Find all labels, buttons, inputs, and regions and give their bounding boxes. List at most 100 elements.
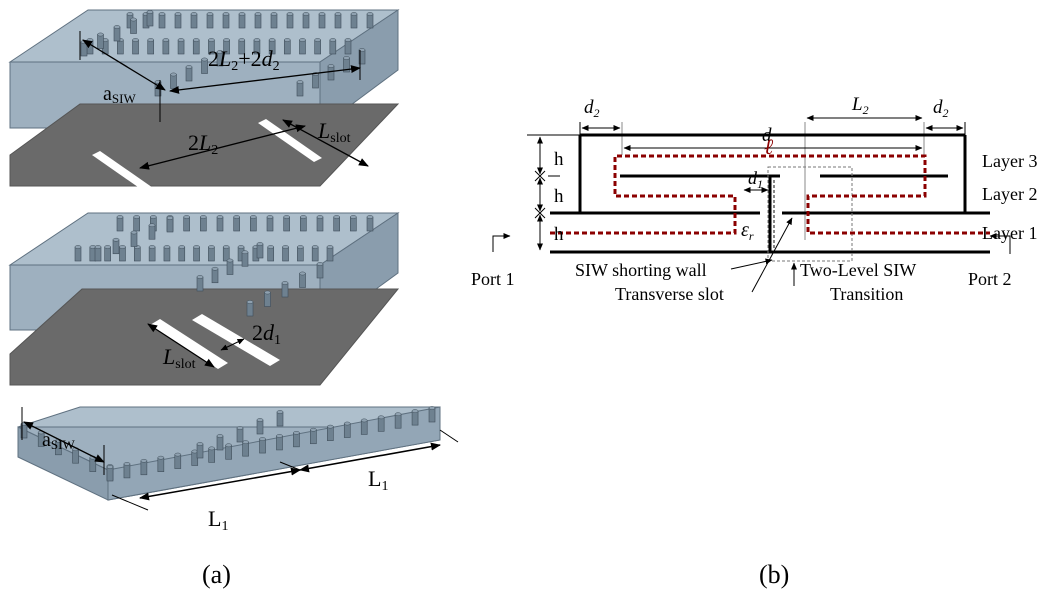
via [89, 455, 97, 472]
via [238, 12, 246, 29]
via [148, 223, 156, 240]
via [178, 245, 186, 262]
via [208, 38, 215, 55]
a-siw-label-bottom: aSIW [42, 429, 75, 452]
ell-label: ℓ [764, 134, 774, 159]
via [314, 38, 321, 55]
via [183, 215, 190, 232]
via [241, 250, 249, 267]
via [293, 430, 300, 448]
via [302, 12, 310, 29]
panel-b: d2 d L2 d2 h h [471, 94, 1037, 589]
via [162, 38, 170, 55]
a-siw-label-top: aSIW [103, 83, 136, 106]
via [350, 12, 358, 29]
h-label-2: h [554, 186, 564, 207]
via [329, 38, 337, 55]
via [250, 215, 257, 232]
dim-a-siw-bottom [21, 407, 105, 475]
via [264, 290, 271, 307]
via [283, 215, 290, 232]
via [133, 245, 141, 262]
via [222, 12, 230, 29]
via [166, 216, 174, 233]
caption-a: (a) [202, 560, 231, 589]
via [276, 434, 283, 451]
via [267, 245, 275, 262]
d2-right-label: d2 [933, 97, 949, 120]
via [326, 245, 334, 262]
via [80, 40, 88, 57]
via [253, 38, 261, 55]
via [283, 38, 291, 55]
via [185, 65, 193, 82]
via [377, 415, 385, 432]
via [366, 12, 374, 29]
via [316, 215, 324, 232]
via [310, 427, 317, 445]
epsilon-label: εr [741, 219, 754, 243]
via [216, 434, 224, 451]
dim-L1 [111, 429, 459, 511]
via [104, 245, 111, 262]
via [343, 421, 351, 438]
via [211, 266, 219, 284]
d1-label: d1 [748, 168, 763, 191]
via [225, 443, 232, 460]
via [237, 245, 245, 262]
via [157, 455, 165, 472]
via [206, 12, 214, 29]
via [233, 215, 240, 232]
via [299, 271, 306, 288]
dim-a-siw-top [79, 31, 166, 122]
dim-2L2 [139, 124, 306, 170]
via [113, 25, 121, 42]
via [97, 32, 104, 49]
via [256, 242, 264, 259]
via [158, 12, 166, 29]
L1-label-left: L1 [208, 506, 228, 534]
2d1-label: 2d1 [252, 320, 281, 348]
via [344, 38, 352, 55]
via [192, 38, 200, 55]
via [270, 12, 278, 29]
port-1-label: Port 1 [471, 269, 515, 289]
via [276, 410, 284, 427]
via [299, 38, 306, 55]
via [174, 12, 182, 29]
port-2-label: Port 2 [968, 269, 1012, 289]
dim-lslot-bottom [147, 323, 215, 368]
layer-2-label: Layer 2 [982, 184, 1037, 204]
via [146, 10, 154, 27]
shorting-wall-label: SIW shorting wall [575, 260, 707, 280]
via [196, 275, 204, 292]
d2-left-label: d2 [584, 97, 600, 120]
via [296, 80, 304, 97]
via [311, 245, 319, 262]
via [254, 12, 262, 29]
via [222, 245, 230, 262]
h-label-1: h [554, 224, 564, 245]
via [312, 72, 319, 89]
via [297, 245, 304, 262]
cross-section [548, 133, 990, 254]
via [200, 215, 207, 232]
via [236, 426, 244, 443]
via [300, 215, 307, 232]
via [163, 245, 171, 262]
via [106, 465, 114, 482]
via [282, 245, 289, 262]
via [246, 300, 254, 317]
dim-lslot-top [282, 119, 369, 167]
L2-label: L2 [851, 94, 869, 117]
via [226, 258, 234, 275]
via [94, 245, 102, 262]
via [394, 412, 402, 429]
via [116, 215, 124, 232]
ground-plane-transverse-slots [9, 288, 400, 386]
lslot-label-bottom: Lslot [162, 344, 196, 372]
via [196, 442, 204, 459]
via [350, 215, 357, 232]
via [428, 406, 436, 423]
